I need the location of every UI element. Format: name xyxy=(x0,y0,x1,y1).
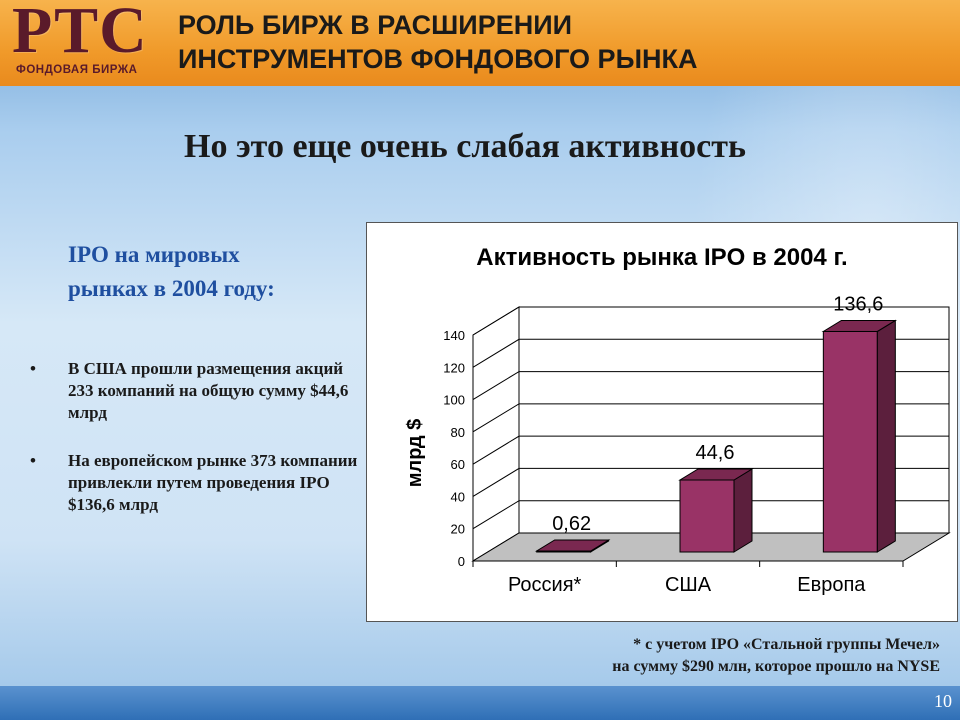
header-title-line1: РОЛЬ БИРЖ В РАСШИРЕНИИ xyxy=(178,10,573,40)
page-number: 10 xyxy=(934,691,952,711)
y-tick-label: 120 xyxy=(443,360,465,375)
bar-data-label: 0,62 xyxy=(552,513,591,535)
y-tick-label: 140 xyxy=(443,328,465,343)
y-tick-label: 20 xyxy=(451,522,465,537)
y-tick-label: 0 xyxy=(458,554,465,569)
slide-header: РТС ФОНДОВАЯ БИРЖА РОЛЬ БИРЖ В РАСШИРЕНИ… xyxy=(0,0,960,86)
bar-front xyxy=(679,479,735,553)
gridline xyxy=(472,403,949,433)
bullet-text: В США прошли размещения акций 233 компан… xyxy=(68,359,349,422)
bar-side xyxy=(733,468,753,553)
bar-data-label: 44,6 xyxy=(696,442,735,464)
gridline xyxy=(472,500,949,530)
x-category-label: Европа xyxy=(797,574,866,596)
gridline xyxy=(472,467,949,497)
header-title-line2: ИНСТРУМЕНТОВ ФОНДОВОГО РЫНКА xyxy=(178,44,698,74)
bar-top xyxy=(821,319,898,332)
y-tick-label: 80 xyxy=(451,425,465,440)
chart-title: Активность рынка IPO в 2004 г. xyxy=(476,244,847,271)
bullet-text: На европейском рынке 373 компании привле… xyxy=(68,451,358,514)
header-title: РОЛЬ БИРЖ В РАСШИРЕНИИ ИНСТРУМЕНТОВ ФОНД… xyxy=(178,8,697,76)
x-category-label: США xyxy=(665,574,712,596)
subtitle-line1: IPO на мировых xyxy=(68,242,240,267)
bullet-dot: • xyxy=(30,359,36,378)
footnote: * с учетом IPO «Стальной группы Мечел» н… xyxy=(440,634,940,678)
bullet-item: • В США прошли размещения акций 233 комп… xyxy=(30,358,370,424)
bar-top xyxy=(678,468,754,481)
y-tick-label: 100 xyxy=(443,393,465,408)
bullet-item: • На европейском рынке 373 компании прив… xyxy=(30,450,370,516)
gridline xyxy=(472,338,949,368)
bar-top xyxy=(534,539,611,552)
logo-text: РТС xyxy=(12,0,148,67)
bar-data-label: 136,6 xyxy=(833,293,883,315)
bullet-dot: • xyxy=(30,451,36,470)
ipo-bar-chart: 0 20 40 60 80 100 120 140 0,62 Россия* 44,6 США 136,… xyxy=(404,244,951,596)
chart-panel: 0 20 40 60 80 100 120 140 0,62 Россия* 44,6 США 136,… xyxy=(366,222,958,622)
bullet-list: • В США прошли размещения акций 233 комп… xyxy=(30,358,370,542)
subtitle-line2: рынках в 2004 году: xyxy=(68,276,275,301)
bar-0 xyxy=(534,539,611,553)
bar-side xyxy=(876,319,896,553)
bottom-strip xyxy=(0,686,960,720)
bar-1 xyxy=(678,468,754,553)
x-category-label: Россия* xyxy=(508,574,582,596)
gridline xyxy=(472,435,949,465)
chart-side-wall xyxy=(472,306,520,562)
slide-title: Но это еще очень слабая активность xyxy=(184,128,746,165)
footnote-line1: * с учетом IPO «Стальной группы Мечел» xyxy=(633,636,940,653)
bar-front xyxy=(822,330,878,553)
y-axis-label: млрд $ xyxy=(404,419,426,488)
bar-2 xyxy=(821,319,898,553)
rts-logo: РТС ФОНДОВАЯ БИРЖА xyxy=(8,0,158,82)
section-subtitle: IPO на мировых рынках в 2004 году: xyxy=(68,238,368,306)
gridline xyxy=(472,371,949,400)
y-tick-label: 60 xyxy=(451,457,465,472)
gridline xyxy=(472,306,949,336)
logo-subtext: ФОНДОВАЯ БИРЖА xyxy=(16,64,138,76)
y-tick-label: 40 xyxy=(451,489,465,504)
footnote-line2: на сумму $290 млн, которое прошло на NYS… xyxy=(612,658,940,675)
